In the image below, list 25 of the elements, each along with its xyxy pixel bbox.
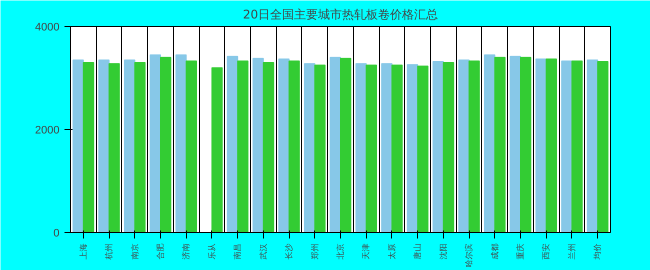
- x-tick-label: 北京: [336, 244, 345, 260]
- x-tick-label: 南京: [130, 244, 140, 260]
- x-tick-label: 沈阳: [438, 244, 448, 260]
- x-tick-label: 唐山: [413, 244, 422, 260]
- x-tick-label: 上海: [78, 244, 88, 260]
- y-tick-label: 0: [53, 228, 60, 240]
- x-tick-label: 兰州: [567, 244, 576, 260]
- x-tick-label: 合肥: [156, 244, 165, 260]
- x-tick-label: 济南: [182, 244, 191, 260]
- x-tick-label: 郑州: [310, 244, 320, 260]
- x-tick-label: 太原: [387, 244, 396, 260]
- x-tick-label: 西安: [542, 244, 551, 260]
- x-tick-label: 均价: [593, 244, 602, 260]
- x-tick-label: 杭州: [104, 244, 114, 260]
- x-tick-label: 武汉: [258, 244, 268, 260]
- x-tick-label: 重庆: [516, 244, 525, 260]
- x-tick-label: 长沙: [284, 244, 294, 260]
- x-tick-label: 哈尔滨: [464, 244, 474, 268]
- y-tick-label: 4000: [35, 22, 60, 34]
- x-tick-label: 天津: [362, 244, 371, 260]
- chart-title: 20日全国主要城市热轧板卷价格汇总: [242, 8, 438, 22]
- x-tick-label: 成都: [490, 244, 500, 260]
- x-tick-label: 南昌: [233, 244, 242, 260]
- y-tick-label: 2000: [35, 124, 60, 136]
- x-tick-label: 乐从: [207, 244, 216, 260]
